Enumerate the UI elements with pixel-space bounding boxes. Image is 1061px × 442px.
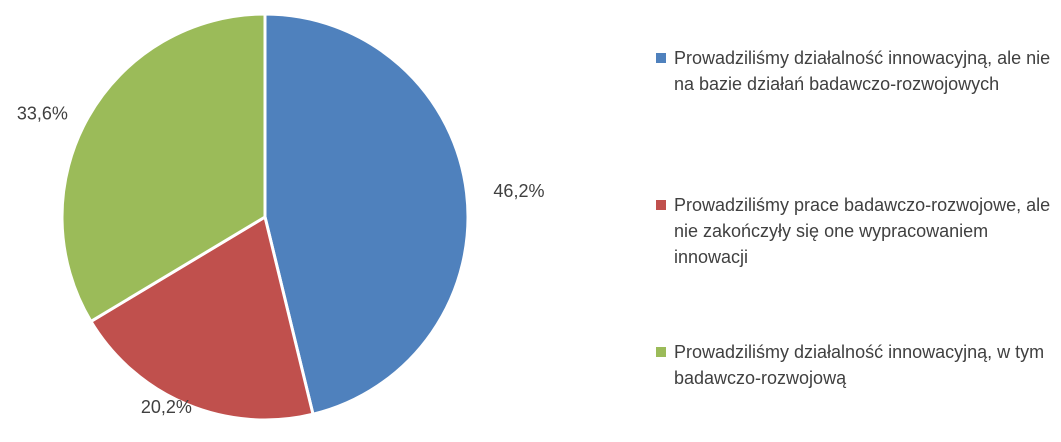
data-label: 20,2% xyxy=(141,397,192,417)
legend-swatch xyxy=(656,200,666,210)
pie-slice xyxy=(88,214,315,422)
legend-label: Prowadziliśmy działalność innowacyjną, a… xyxy=(674,48,1051,94)
legend-item: Prowadziliśmy działalność innowacyjną, a… xyxy=(656,45,1056,97)
data-label: 46,2% xyxy=(493,181,544,201)
legend-label: Prowadziliśmy działalność innowacyjną, w… xyxy=(674,342,1045,388)
legend-swatch xyxy=(656,53,666,63)
data-label: 33,6% xyxy=(17,104,68,124)
pie-slice xyxy=(263,12,470,417)
legend-swatch xyxy=(656,347,666,357)
legend-item: Prowadziliśmy działalność innowacyjną, w… xyxy=(656,339,1056,391)
legend-item: Prowadziliśmy prace badawczo-rozwojowe, … xyxy=(656,192,1056,270)
pie-slice xyxy=(60,12,267,324)
legend-label: Prowadziliśmy prace badawczo-rozwojowe, … xyxy=(674,195,1051,267)
